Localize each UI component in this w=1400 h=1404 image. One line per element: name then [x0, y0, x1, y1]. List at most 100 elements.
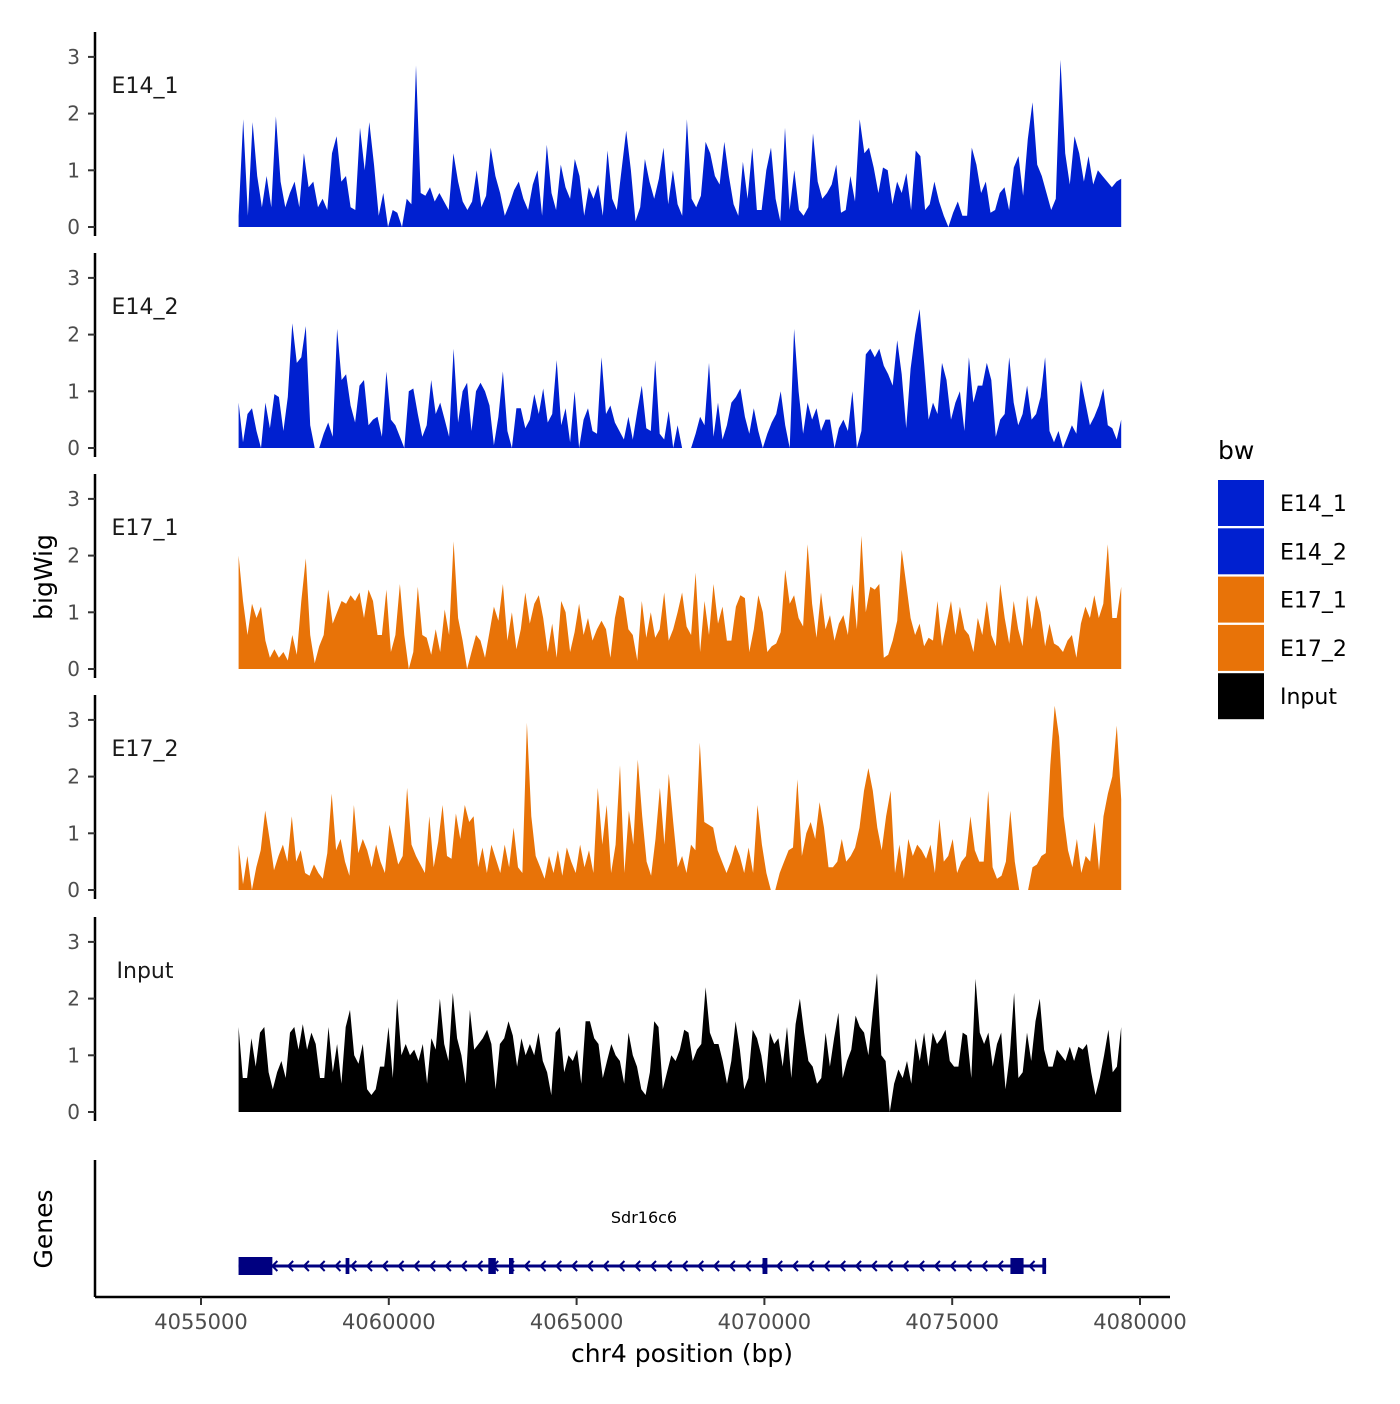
track-label: E14_1 — [112, 74, 179, 99]
strand-arrow — [744, 1260, 752, 1272]
strand-arrow — [476, 1260, 484, 1272]
strand-arrow — [460, 1260, 468, 1272]
strand-arrow — [965, 1260, 973, 1272]
strand-arrow — [633, 1260, 641, 1272]
strand-arrow — [539, 1260, 547, 1272]
legend-key-E14_2 — [1218, 528, 1264, 575]
y-tick-label: 1 — [67, 379, 80, 403]
legend-label: E17_2 — [1280, 637, 1347, 662]
legend-key-E17_2 — [1218, 624, 1264, 671]
exon — [508, 1258, 514, 1274]
y-tick-label: 2 — [67, 102, 80, 126]
legend-key-E14_1 — [1218, 480, 1264, 526]
strand-arrow — [412, 1260, 421, 1272]
y-tick-label: 0 — [67, 657, 80, 681]
area-E14_2 — [238, 309, 1122, 448]
y-tick-label: 1 — [67, 1043, 80, 1067]
area-E17_2 — [238, 705, 1122, 890]
track-label: E17_2 — [112, 737, 179, 762]
area-E17_1 — [238, 535, 1122, 669]
y-tick-label: 0 — [67, 436, 80, 460]
x-tick-label: 4055000 — [154, 1310, 248, 1334]
exon — [238, 1257, 273, 1275]
strand-arrow — [444, 1260, 452, 1272]
exon — [1042, 1258, 1047, 1274]
x-axis-title: chr4 position (bp) — [571, 1339, 793, 1368]
y-tick-label: 3 — [67, 487, 80, 511]
strand-arrow — [807, 1260, 815, 1272]
legend-label: E14_2 — [1280, 540, 1347, 565]
x-tick-label: 4065000 — [530, 1310, 624, 1334]
x-tick-label: 4075000 — [905, 1310, 999, 1334]
legend: bw E14_1 E14_2 E17_1 E17_2 Input — [1218, 436, 1347, 720]
tracks-panel: 0 1 2 3 E14_1 0 1 2 3 E14_2 0 1 2 3 E17_1 0 1 2 3 E17_2 0 1 2 3… — [67, 32, 1122, 1124]
track-E17_1: 0 1 2 3 E17_1 — [67, 474, 1122, 681]
legend-title: bw — [1218, 436, 1254, 465]
track-E14_2: 0 1 2 3 E14_2 — [67, 253, 1122, 460]
strand-arrow — [949, 1260, 957, 1272]
exon — [1010, 1258, 1024, 1274]
y-tick-label: 2 — [67, 987, 80, 1011]
strand-arrow — [901, 1260, 910, 1272]
track-label: Input — [117, 959, 174, 984]
strand-arrow — [712, 1260, 720, 1272]
strand-arrow — [349, 1260, 357, 1272]
y-tick-label: 3 — [67, 45, 80, 69]
strand-arrow — [365, 1260, 373, 1272]
strand-arrow — [523, 1260, 531, 1272]
legend-label: E14_1 — [1280, 492, 1347, 517]
track-label: E14_2 — [112, 295, 179, 320]
y-tick-label: 2 — [67, 765, 80, 789]
strand-arrow — [665, 1260, 673, 1272]
strand-arrow — [570, 1260, 578, 1272]
x-tick-label: 4070000 — [718, 1310, 812, 1334]
exon — [345, 1258, 350, 1274]
track-E14_1: 0 1 2 3 E14_1 — [67, 32, 1122, 239]
area-Input — [238, 973, 1122, 1112]
track-Input: 0 1 2 3 Input — [67, 917, 1122, 1124]
legend-key-Input — [1218, 673, 1264, 720]
x-tick-label: 4080000 — [1093, 1310, 1187, 1334]
strand-arrow — [681, 1260, 689, 1272]
x-tick-label: 4060000 — [342, 1310, 436, 1334]
strand-arrow — [996, 1260, 1004, 1272]
area-E14_1 — [238, 59, 1122, 228]
y-tick-label: 3 — [67, 930, 80, 954]
strand-arrow — [854, 1260, 862, 1272]
strand-arrow — [586, 1260, 594, 1272]
strand-arrow — [428, 1260, 436, 1272]
exon — [762, 1258, 768, 1274]
y-tick-label: 1 — [67, 158, 80, 182]
strand-arrow — [302, 1260, 310, 1272]
strand-arrow — [1028, 1260, 1036, 1272]
strand-arrow — [649, 1260, 657, 1272]
y-tick-label: 1 — [67, 821, 80, 845]
strand-arrow — [791, 1260, 799, 1272]
strand-arrow — [933, 1260, 941, 1272]
gene-name-label: Sdr16c6 — [611, 1208, 677, 1227]
y-tick-label: 1 — [67, 600, 80, 624]
y-tick-label: 3 — [67, 266, 80, 290]
y-tick-label: 0 — [67, 878, 80, 902]
track-label: E17_1 — [112, 516, 179, 541]
genes-panel: Sdr16c6 — [93, 1160, 1047, 1297]
strand-arrow — [334, 1260, 342, 1272]
strand-arrow — [823, 1260, 831, 1272]
strand-arrow — [397, 1260, 405, 1272]
y-axis-title-genes: Genes — [29, 1189, 58, 1268]
strand-arrow — [618, 1260, 626, 1272]
strand-arrow — [554, 1260, 563, 1272]
legend-key-E17_1 — [1218, 576, 1264, 623]
x-axis: 4055000 4060000 4065000 4070000 4075000 40800… — [95, 1295, 1187, 1334]
y-tick-label: 3 — [67, 708, 80, 732]
y-tick-label: 2 — [67, 323, 80, 347]
strand-arrow — [286, 1260, 294, 1272]
y-tick-label: 0 — [67, 215, 80, 239]
strand-arrow — [728, 1260, 736, 1272]
strand-arrow — [980, 1260, 988, 1272]
y-tick-label: 0 — [67, 1100, 80, 1124]
strand-arrow — [381, 1260, 389, 1272]
strand-arrow — [318, 1260, 326, 1272]
exon — [488, 1258, 496, 1274]
